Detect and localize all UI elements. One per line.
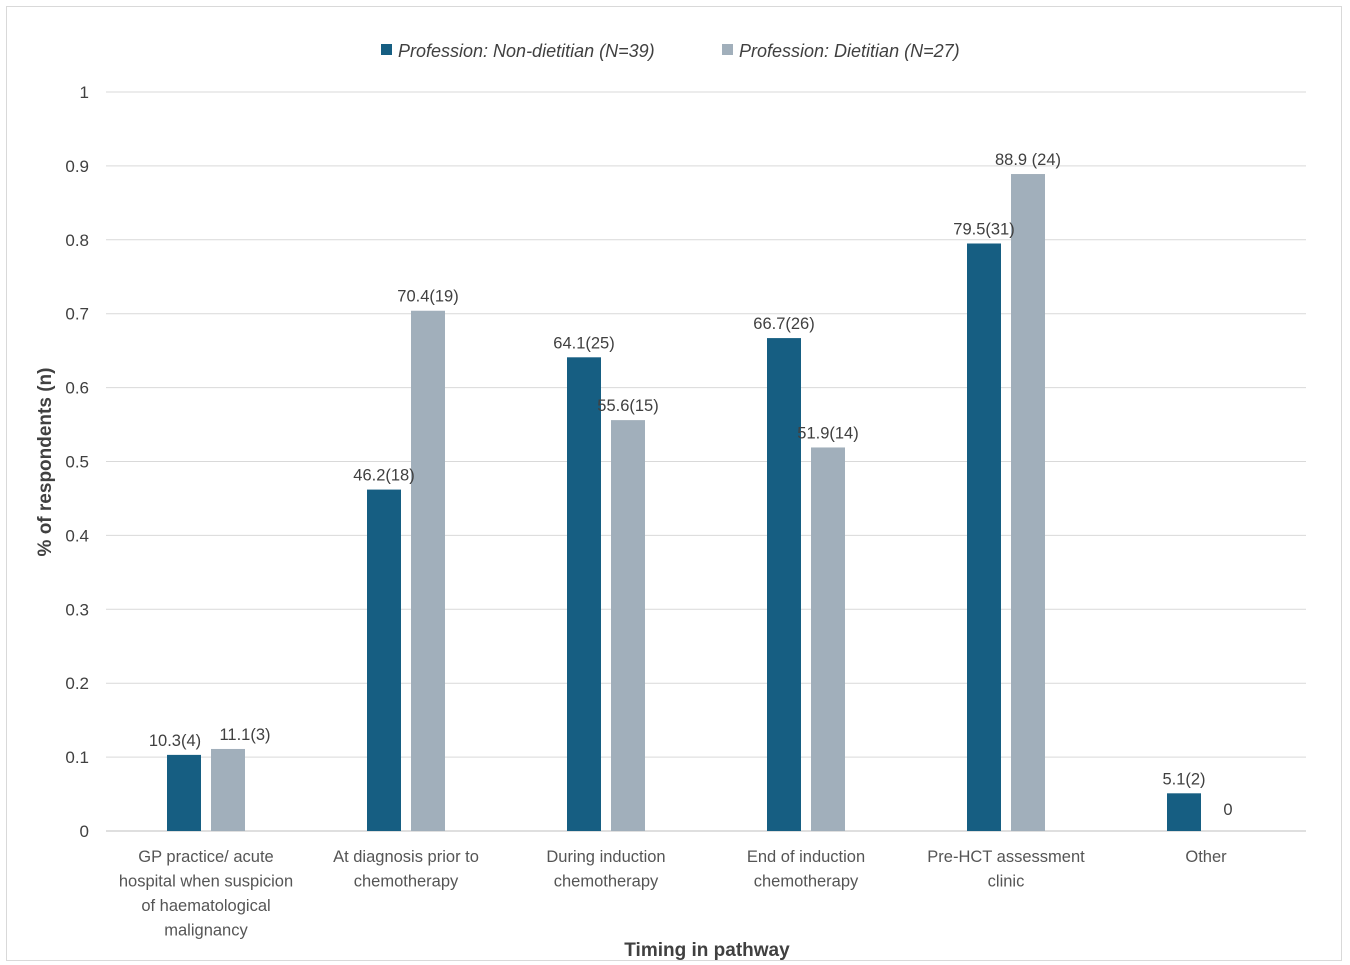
y-tick-label: 0.3 bbox=[65, 600, 89, 619]
legend-label-non-dietitian: Profession: Non-dietitian (N=39) bbox=[398, 41, 655, 61]
chart-frame bbox=[6, 6, 1342, 961]
data-label: 79.5(31) bbox=[953, 220, 1014, 238]
data-label: 70.4(19) bbox=[397, 288, 458, 306]
y-axis-ticks: 0 0.1 0.2 0.3 0.4 0.5 0.6 0.7 0.8 0.9 1 bbox=[65, 83, 89, 841]
data-label: 11.1(3) bbox=[219, 726, 270, 744]
bar bbox=[811, 447, 845, 831]
y-tick-label: 0.8 bbox=[65, 231, 89, 250]
legend-swatch-dietitian bbox=[722, 44, 733, 55]
y-tick-label: 0 bbox=[80, 822, 89, 841]
x-category-label: During induction chemotherapy bbox=[546, 848, 665, 891]
legend-swatch-non-dietitian bbox=[381, 44, 392, 55]
bar bbox=[167, 754, 201, 831]
bar bbox=[1011, 174, 1045, 832]
y-tick-label: 0.5 bbox=[65, 453, 89, 472]
bar bbox=[611, 420, 645, 831]
bar bbox=[967, 243, 1001, 831]
legend: Profession: Non-dietitian (N=39) Profess… bbox=[381, 41, 960, 61]
y-tick-label: 1 bbox=[80, 83, 89, 102]
y-tick-label: 0.6 bbox=[65, 379, 89, 398]
data-label: 66.7(26) bbox=[753, 315, 814, 333]
x-category-label: Pre-HCT assessment clinic bbox=[927, 848, 1085, 891]
data-label: 88.9 (24) bbox=[995, 151, 1061, 169]
x-category-label: End of induction chemotherapy bbox=[747, 848, 865, 891]
y-tick-label: 0.9 bbox=[65, 157, 89, 176]
data-label: 64.1(25) bbox=[553, 334, 614, 352]
y-axis-title: % of respondents (n) bbox=[35, 368, 56, 557]
data-label: 51.9(14) bbox=[797, 424, 858, 442]
x-category-label: At diagnosis prior to chemotherapy bbox=[333, 848, 479, 891]
gridlines bbox=[106, 91, 1306, 832]
data-labels: 10.3(4) 11.1(3) 46.2(18) 70.4(19) 64.1(25) 55… bbox=[149, 151, 1233, 819]
bar bbox=[1167, 793, 1201, 831]
data-label: 10.3(4) bbox=[149, 732, 201, 750]
x-category-label: Other bbox=[1185, 848, 1227, 866]
y-tick-label: 0.1 bbox=[65, 748, 89, 767]
bar bbox=[211, 748, 245, 831]
y-tick-label: 0.7 bbox=[65, 305, 89, 324]
data-label: 46.2(18) bbox=[353, 467, 414, 485]
bar bbox=[367, 489, 401, 831]
bars bbox=[167, 174, 1201, 832]
y-tick-label: 0.2 bbox=[65, 674, 89, 693]
data-label: 5.1(2) bbox=[1162, 770, 1205, 788]
bar bbox=[411, 310, 445, 831]
x-axis-title: Timing in pathway bbox=[624, 940, 790, 961]
x-axis-categories: GP practice/ acute hospital when suspicio… bbox=[119, 848, 1227, 940]
x-category-label: GP practice/ acute hospital when suspicio… bbox=[119, 848, 293, 940]
data-label: 0 bbox=[1223, 801, 1232, 819]
data-label: 55.6(15) bbox=[597, 397, 658, 415]
bar bbox=[567, 357, 601, 831]
bar bbox=[767, 338, 801, 831]
y-tick-label: 0.4 bbox=[65, 526, 89, 545]
legend-label-dietitian: Profession: Dietitian (N=27) bbox=[739, 41, 960, 61]
